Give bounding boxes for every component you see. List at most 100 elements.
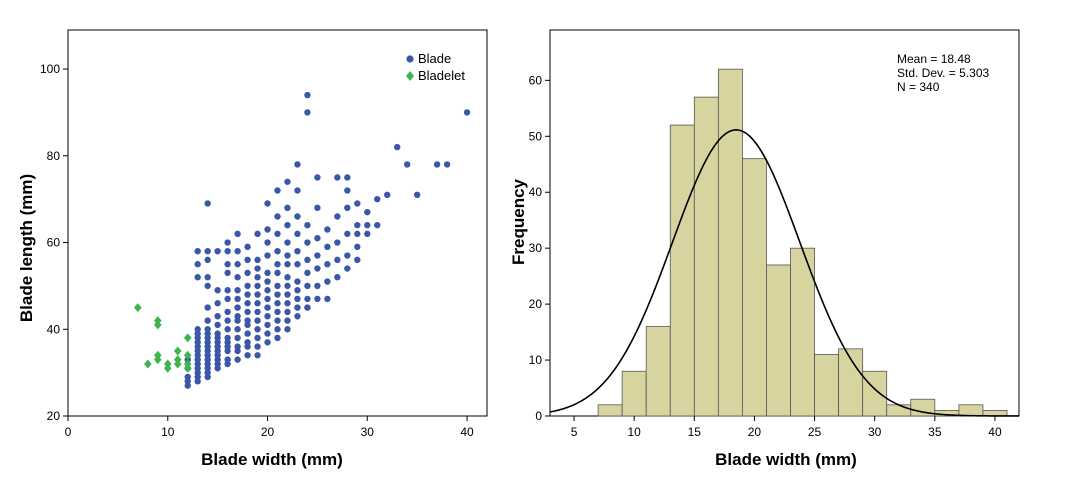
blade-point <box>244 269 251 277</box>
blade-point <box>244 330 251 337</box>
y-tick-label: 40 <box>47 322 61 336</box>
histogram-bar <box>693 96 719 417</box>
stats-std-dev: Std. Dev. = 5.303 <box>897 66 989 80</box>
blade-point <box>413 191 421 199</box>
blade-point <box>194 261 201 268</box>
y-tick-label: 30 <box>529 241 543 255</box>
histogram-x-axis-title: Blade width (mm) <box>715 450 857 469</box>
blade-point <box>224 247 231 255</box>
blade-point <box>314 174 321 181</box>
x-tick-label: 15 <box>688 425 702 439</box>
bladelet-point <box>163 359 172 369</box>
blade-point <box>374 195 381 203</box>
blade-point <box>304 109 311 116</box>
legend-bladelet-label: Bladelet <box>418 68 465 83</box>
y-tick-label: 80 <box>47 149 61 163</box>
blade-point <box>224 269 231 277</box>
y-tick-label: 0 <box>535 409 542 423</box>
blade-point <box>443 161 451 168</box>
histogram-bar <box>886 404 912 417</box>
blade-point <box>324 278 331 285</box>
blade-point <box>264 200 271 207</box>
blade-point <box>354 221 361 229</box>
blade-point <box>274 261 281 268</box>
blade-point <box>264 339 271 346</box>
x-tick-label: 0 <box>65 425 72 439</box>
histogram-bar <box>645 326 671 417</box>
bladelet-point <box>134 303 142 313</box>
blade-point <box>224 308 231 316</box>
blade-point <box>234 261 241 268</box>
y-tick-label: 60 <box>47 236 61 250</box>
blade-point <box>294 304 301 311</box>
blade-point <box>294 161 301 168</box>
bladelet-point <box>153 316 162 326</box>
blade-point <box>294 213 301 220</box>
legend-bladelet-marker <box>406 71 414 81</box>
y-tick-label: 60 <box>529 73 543 87</box>
blade-point <box>274 317 281 324</box>
blade-point <box>344 174 351 181</box>
y-tick-label: 20 <box>47 409 61 423</box>
blade-point <box>264 313 271 320</box>
blade-point <box>334 256 341 264</box>
blade-point <box>194 326 201 333</box>
histogram-bar <box>621 370 647 417</box>
blade-point <box>234 313 241 320</box>
histogram-bar <box>717 68 743 417</box>
blade-point <box>234 247 241 255</box>
blade-point <box>294 313 301 320</box>
blade-point <box>254 352 261 359</box>
blade-point <box>234 304 241 311</box>
blade-point <box>304 91 311 99</box>
bladelet-point <box>183 359 192 369</box>
blade-point <box>304 239 311 246</box>
x-tick-label: 5 <box>571 425 578 439</box>
bladelet-point <box>183 350 192 360</box>
bladelet-point <box>173 346 182 356</box>
blade-point <box>224 317 231 324</box>
blade-point <box>274 326 281 333</box>
blade-point <box>274 247 281 255</box>
blade-point <box>254 317 261 324</box>
blade-point <box>254 230 261 238</box>
blade-point <box>284 308 291 316</box>
histogram-bar <box>742 158 767 417</box>
blade-point <box>344 204 351 212</box>
blade-point <box>244 317 251 324</box>
blade-point <box>254 282 261 290</box>
bladelet-point <box>144 359 152 369</box>
blade-point <box>334 274 341 281</box>
histogram-bar <box>790 247 815 417</box>
blade-point <box>244 308 251 316</box>
blade-point <box>264 295 271 303</box>
blade-point <box>403 161 411 168</box>
blade-point <box>344 230 351 238</box>
blade-point <box>264 226 271 233</box>
histogram-y-axis-title: Frequency <box>509 178 528 265</box>
blade-point <box>294 287 301 294</box>
histogram-bar <box>814 354 840 417</box>
blade-point <box>244 352 251 359</box>
blade-point <box>234 343 241 350</box>
x-tick-label: 30 <box>868 425 882 439</box>
blade-point <box>274 308 281 316</box>
blade-point <box>334 239 341 246</box>
blade-point <box>264 304 271 311</box>
blade-point <box>254 274 261 281</box>
blade-point <box>364 230 371 238</box>
blade-point <box>284 221 291 229</box>
bladelet-point <box>183 333 192 343</box>
scatter-plot-area <box>67 29 488 417</box>
blade-point <box>344 252 351 259</box>
blade-point <box>214 287 221 294</box>
blade-point <box>304 256 311 264</box>
blade-point <box>433 161 441 168</box>
blade-point <box>334 213 341 220</box>
blade-point <box>324 261 331 268</box>
histogram-bar <box>958 404 984 417</box>
histogram-bar <box>766 264 791 417</box>
blade-point <box>314 252 321 259</box>
blade-point <box>294 247 301 255</box>
legend-blade-label: Blade <box>418 51 451 66</box>
